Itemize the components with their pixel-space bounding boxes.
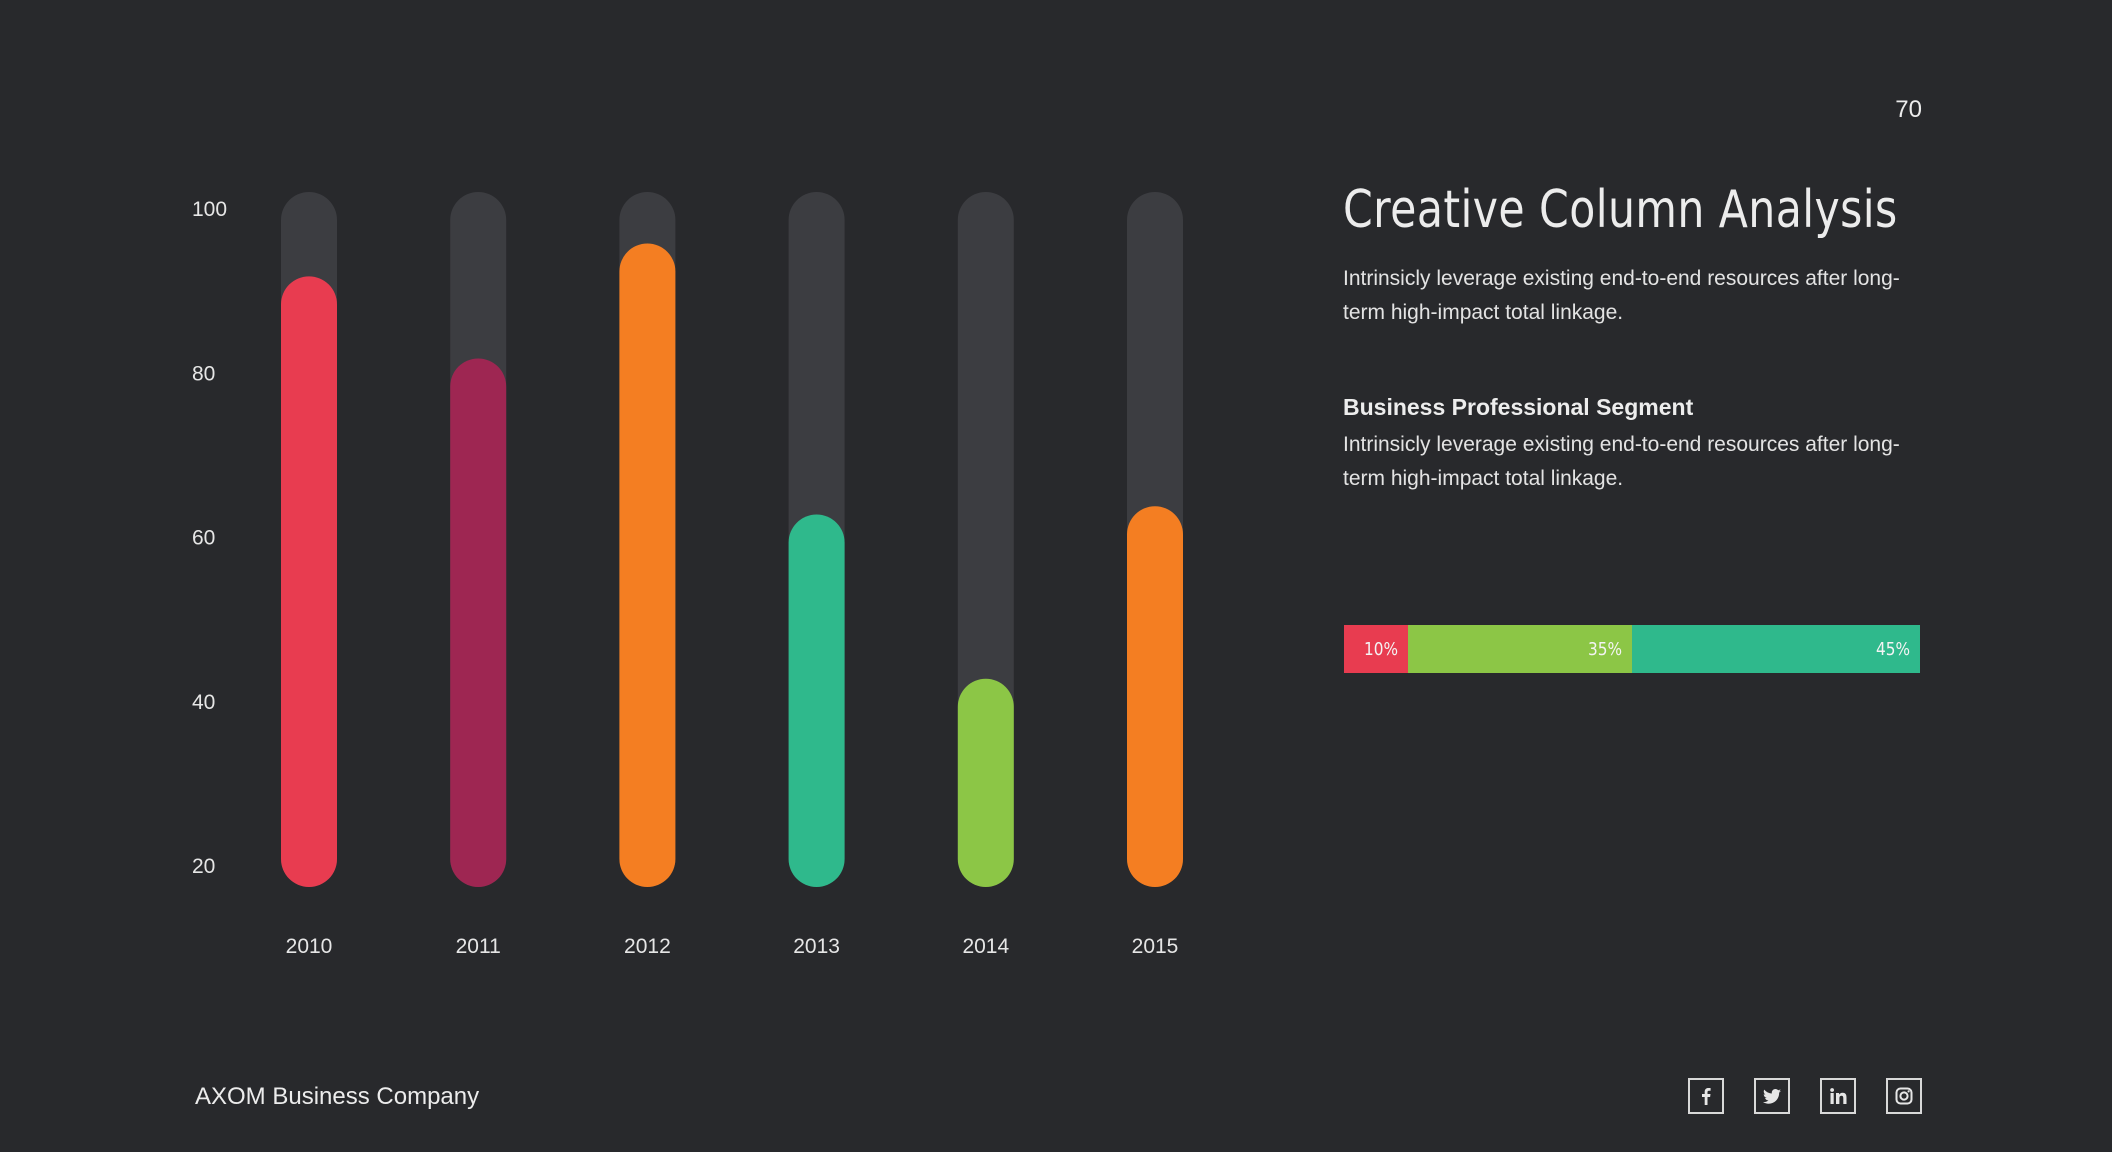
y-tick-label: 60: [192, 527, 215, 550]
bar-2011: [450, 358, 507, 887]
segment-percent-label: 35%: [1587, 638, 1622, 660]
instagram-icon[interactable]: [1886, 1078, 1922, 1114]
bar-2015: [1127, 506, 1183, 887]
x-category-label: 2015: [1132, 935, 1179, 958]
segment-percent-label: 45%: [1875, 638, 1910, 660]
page-title: Creative Column Analysis: [1343, 180, 1898, 240]
stacked-percentage-bar: 10% 35% 45%: [1344, 625, 1920, 673]
x-category-label: 2014: [962, 935, 1009, 958]
segment-description: Intrinsicly leverage existing end-to-end…: [1343, 433, 1900, 490]
stacked-segment: 35%: [1408, 625, 1632, 673]
y-tick-label: 20: [192, 855, 215, 878]
x-category-label: 2012: [624, 935, 671, 958]
y-tick-label: 40: [192, 691, 215, 714]
bar-2012: [619, 243, 676, 888]
bar-2010: [281, 276, 337, 887]
segment-percent-label: 10%: [1363, 638, 1398, 660]
x-category-label: 2013: [793, 935, 840, 958]
x-category-label: 2011: [456, 935, 501, 958]
description-text: Intrinsicly leverage existing end-to-end…: [1343, 267, 1900, 324]
x-category-label: 2010: [286, 935, 333, 958]
y-tick-label: 80: [192, 362, 215, 385]
social-links: [1688, 1078, 1922, 1114]
segment-title: Business Professional Segment: [1343, 394, 1694, 420]
bar-2014: [957, 678, 1014, 887]
stacked-segment: 10%: [1344, 625, 1408, 673]
y-tick-label: 100: [192, 198, 227, 221]
company-name: AXOM Business Company: [195, 1083, 480, 1110]
bar-2013: [788, 514, 845, 887]
linkedin-icon[interactable]: [1820, 1078, 1856, 1114]
facebook-icon[interactable]: [1688, 1078, 1724, 1114]
page-number: 70: [1895, 96, 1922, 123]
column-chart: 20 40 60 80 100 2010 2011 2012 2013 2014 2015: [192, 192, 1183, 958]
twitter-icon[interactable]: [1754, 1078, 1790, 1114]
stacked-segment: 45%: [1632, 625, 1920, 673]
